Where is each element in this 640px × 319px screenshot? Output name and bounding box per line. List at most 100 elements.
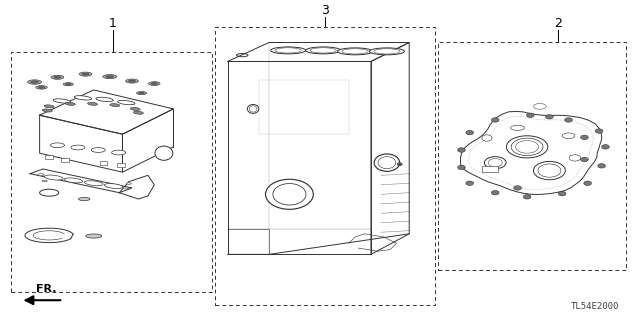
Polygon shape [469,116,593,189]
Ellipse shape [397,163,402,166]
Ellipse shape [466,181,474,185]
Ellipse shape [148,82,160,85]
Ellipse shape [65,102,75,105]
Bar [45,155,53,159]
Bar [117,163,125,167]
Ellipse shape [104,184,123,189]
Ellipse shape [139,92,145,94]
Ellipse shape [151,83,157,85]
Ellipse shape [86,234,102,238]
Ellipse shape [482,135,492,141]
Ellipse shape [584,181,591,185]
Ellipse shape [53,99,70,103]
Ellipse shape [54,76,61,78]
Ellipse shape [564,118,572,122]
Ellipse shape [374,49,400,54]
Ellipse shape [133,111,143,114]
Ellipse shape [88,102,97,105]
Ellipse shape [534,161,565,180]
Ellipse shape [378,157,396,169]
Ellipse shape [545,115,553,119]
Ellipse shape [122,187,129,189]
Bar [438,42,626,270]
Ellipse shape [125,79,138,83]
Ellipse shape [306,47,340,54]
Ellipse shape [249,106,257,112]
Ellipse shape [155,146,173,160]
Ellipse shape [580,135,588,140]
Ellipse shape [538,164,561,177]
Ellipse shape [266,179,314,209]
Ellipse shape [31,81,38,83]
Bar [61,158,69,162]
Bar [483,166,499,172]
Ellipse shape [488,159,502,167]
Ellipse shape [374,154,399,171]
Ellipse shape [492,190,499,195]
Ellipse shape [44,175,63,180]
Ellipse shape [79,72,92,76]
Ellipse shape [492,118,499,122]
Ellipse shape [369,48,404,55]
Ellipse shape [511,125,525,130]
Ellipse shape [102,75,116,79]
Ellipse shape [79,197,90,201]
Polygon shape [30,169,132,193]
Ellipse shape [273,183,306,205]
Ellipse shape [106,76,113,78]
Ellipse shape [129,80,136,82]
Ellipse shape [275,48,301,53]
Ellipse shape [51,75,64,79]
Ellipse shape [65,83,71,85]
Ellipse shape [342,49,368,54]
Ellipse shape [602,145,609,149]
Ellipse shape [44,105,54,108]
Ellipse shape [74,96,92,100]
Ellipse shape [36,86,47,89]
Ellipse shape [92,148,105,152]
Ellipse shape [558,191,566,196]
Ellipse shape [271,47,306,54]
Ellipse shape [136,92,147,95]
Ellipse shape [126,183,131,184]
Ellipse shape [516,141,539,153]
Ellipse shape [38,86,45,88]
Ellipse shape [110,104,120,107]
Bar [100,161,107,165]
Ellipse shape [524,195,531,199]
Ellipse shape [82,73,89,75]
Ellipse shape [84,181,103,186]
Ellipse shape [458,148,465,152]
Polygon shape [460,111,602,195]
Ellipse shape [63,83,74,86]
Ellipse shape [569,155,580,161]
Ellipse shape [511,138,543,156]
Bar [215,27,435,305]
Text: TL54E2000: TL54E2000 [571,302,620,311]
Text: 1: 1 [109,17,117,30]
Ellipse shape [514,186,522,190]
Ellipse shape [562,133,575,139]
Bar [11,52,212,292]
Ellipse shape [310,48,337,53]
Ellipse shape [598,164,605,168]
Ellipse shape [534,104,546,109]
Ellipse shape [64,178,83,183]
Ellipse shape [42,109,52,112]
Ellipse shape [118,100,135,105]
Ellipse shape [28,80,42,84]
Ellipse shape [458,165,465,170]
Ellipse shape [527,113,534,117]
Ellipse shape [38,174,44,176]
Ellipse shape [595,129,603,133]
Ellipse shape [96,97,113,101]
Text: 3: 3 [321,4,329,17]
Polygon shape [119,175,154,199]
Text: 2: 2 [554,17,562,30]
Ellipse shape [130,108,140,110]
Ellipse shape [51,143,65,148]
Ellipse shape [71,145,85,150]
Ellipse shape [111,150,125,155]
Ellipse shape [337,48,372,55]
Ellipse shape [506,136,548,158]
